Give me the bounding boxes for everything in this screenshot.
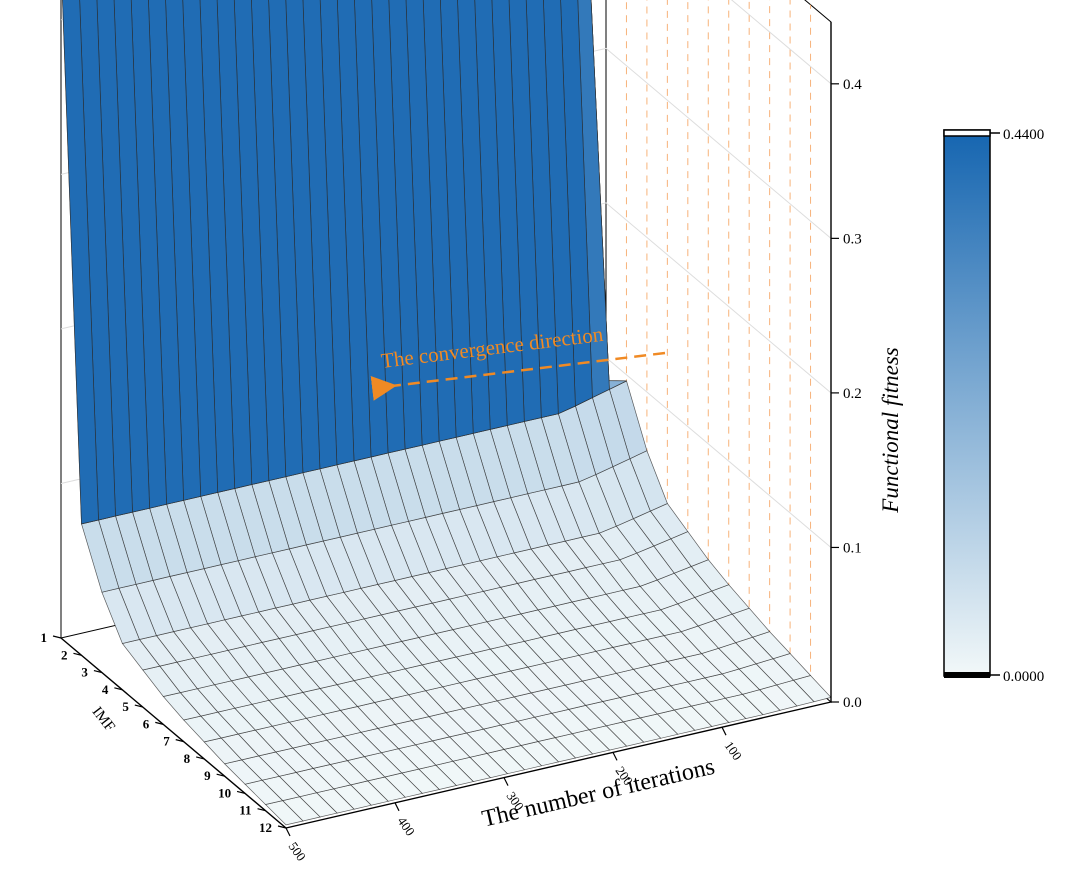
y-tick	[52, 635, 62, 639]
x-tick-label: 400	[395, 814, 418, 839]
y-tick-label: 1	[41, 630, 48, 645]
y-tick	[277, 825, 287, 829]
y-tick-label: 11	[239, 803, 251, 818]
z-grid-line	[60, 0, 832, 85]
y-tick-label: 2	[61, 647, 68, 662]
y-tick	[236, 790, 246, 795]
convergence-arrow	[370, 351, 666, 401]
y-tick	[257, 808, 266, 812]
colorbar-gradient	[943, 129, 991, 677]
colorbar: 0.4400 0.0000	[943, 127, 1044, 685]
z-axis-label: Functional fitness	[878, 347, 903, 514]
y-axis-line	[60, 637, 287, 829]
y-axis-label: IMF	[89, 704, 118, 735]
x-tick	[612, 752, 618, 761]
y-tick	[134, 704, 143, 708]
y-tick-label: 3	[81, 665, 88, 680]
z-tick-label: 0.0	[843, 695, 862, 711]
surface-curtain	[62, 0, 99, 525]
z-tick-label: 0.1	[843, 540, 862, 556]
x-tick	[503, 777, 509, 786]
y-tick-label: 6	[143, 716, 150, 731]
colorbar-min-label: 0.0000	[1003, 669, 1044, 685]
y-tick	[93, 669, 103, 674]
y-tick-label: 5	[122, 699, 129, 714]
colorbar-max-label: 0.4400	[1003, 127, 1044, 143]
colorbar-top-cap	[943, 129, 991, 137]
x-tick	[394, 802, 400, 812]
colorbar-bottom-cap	[944, 672, 990, 678]
y-tick-label: 4	[102, 682, 109, 697]
z-tick-label: 0.3	[843, 231, 862, 247]
y-tick-label: 9	[204, 768, 211, 783]
y-tick	[196, 756, 205, 760]
z-tick-label: 0.4	[843, 77, 862, 93]
y-tick-label: 10	[218, 785, 231, 800]
y-tick	[216, 773, 225, 777]
x-tick-label: 100	[722, 738, 745, 763]
y-tick	[114, 687, 123, 691]
x-axis-line	[285, 701, 832, 829]
y-tick-label: 12	[259, 820, 272, 835]
y-tick	[175, 739, 184, 743]
y-tick	[73, 652, 82, 656]
y-tick	[155, 721, 164, 725]
y-tick-label: 7	[163, 734, 170, 749]
z-tick-label: 0.2	[843, 386, 862, 402]
x-tick	[721, 726, 727, 736]
x-tick-label: 500	[286, 839, 309, 864]
x-tick	[285, 827, 291, 837]
y-tick-label: 8	[184, 751, 191, 766]
surface	[62, 0, 832, 826]
